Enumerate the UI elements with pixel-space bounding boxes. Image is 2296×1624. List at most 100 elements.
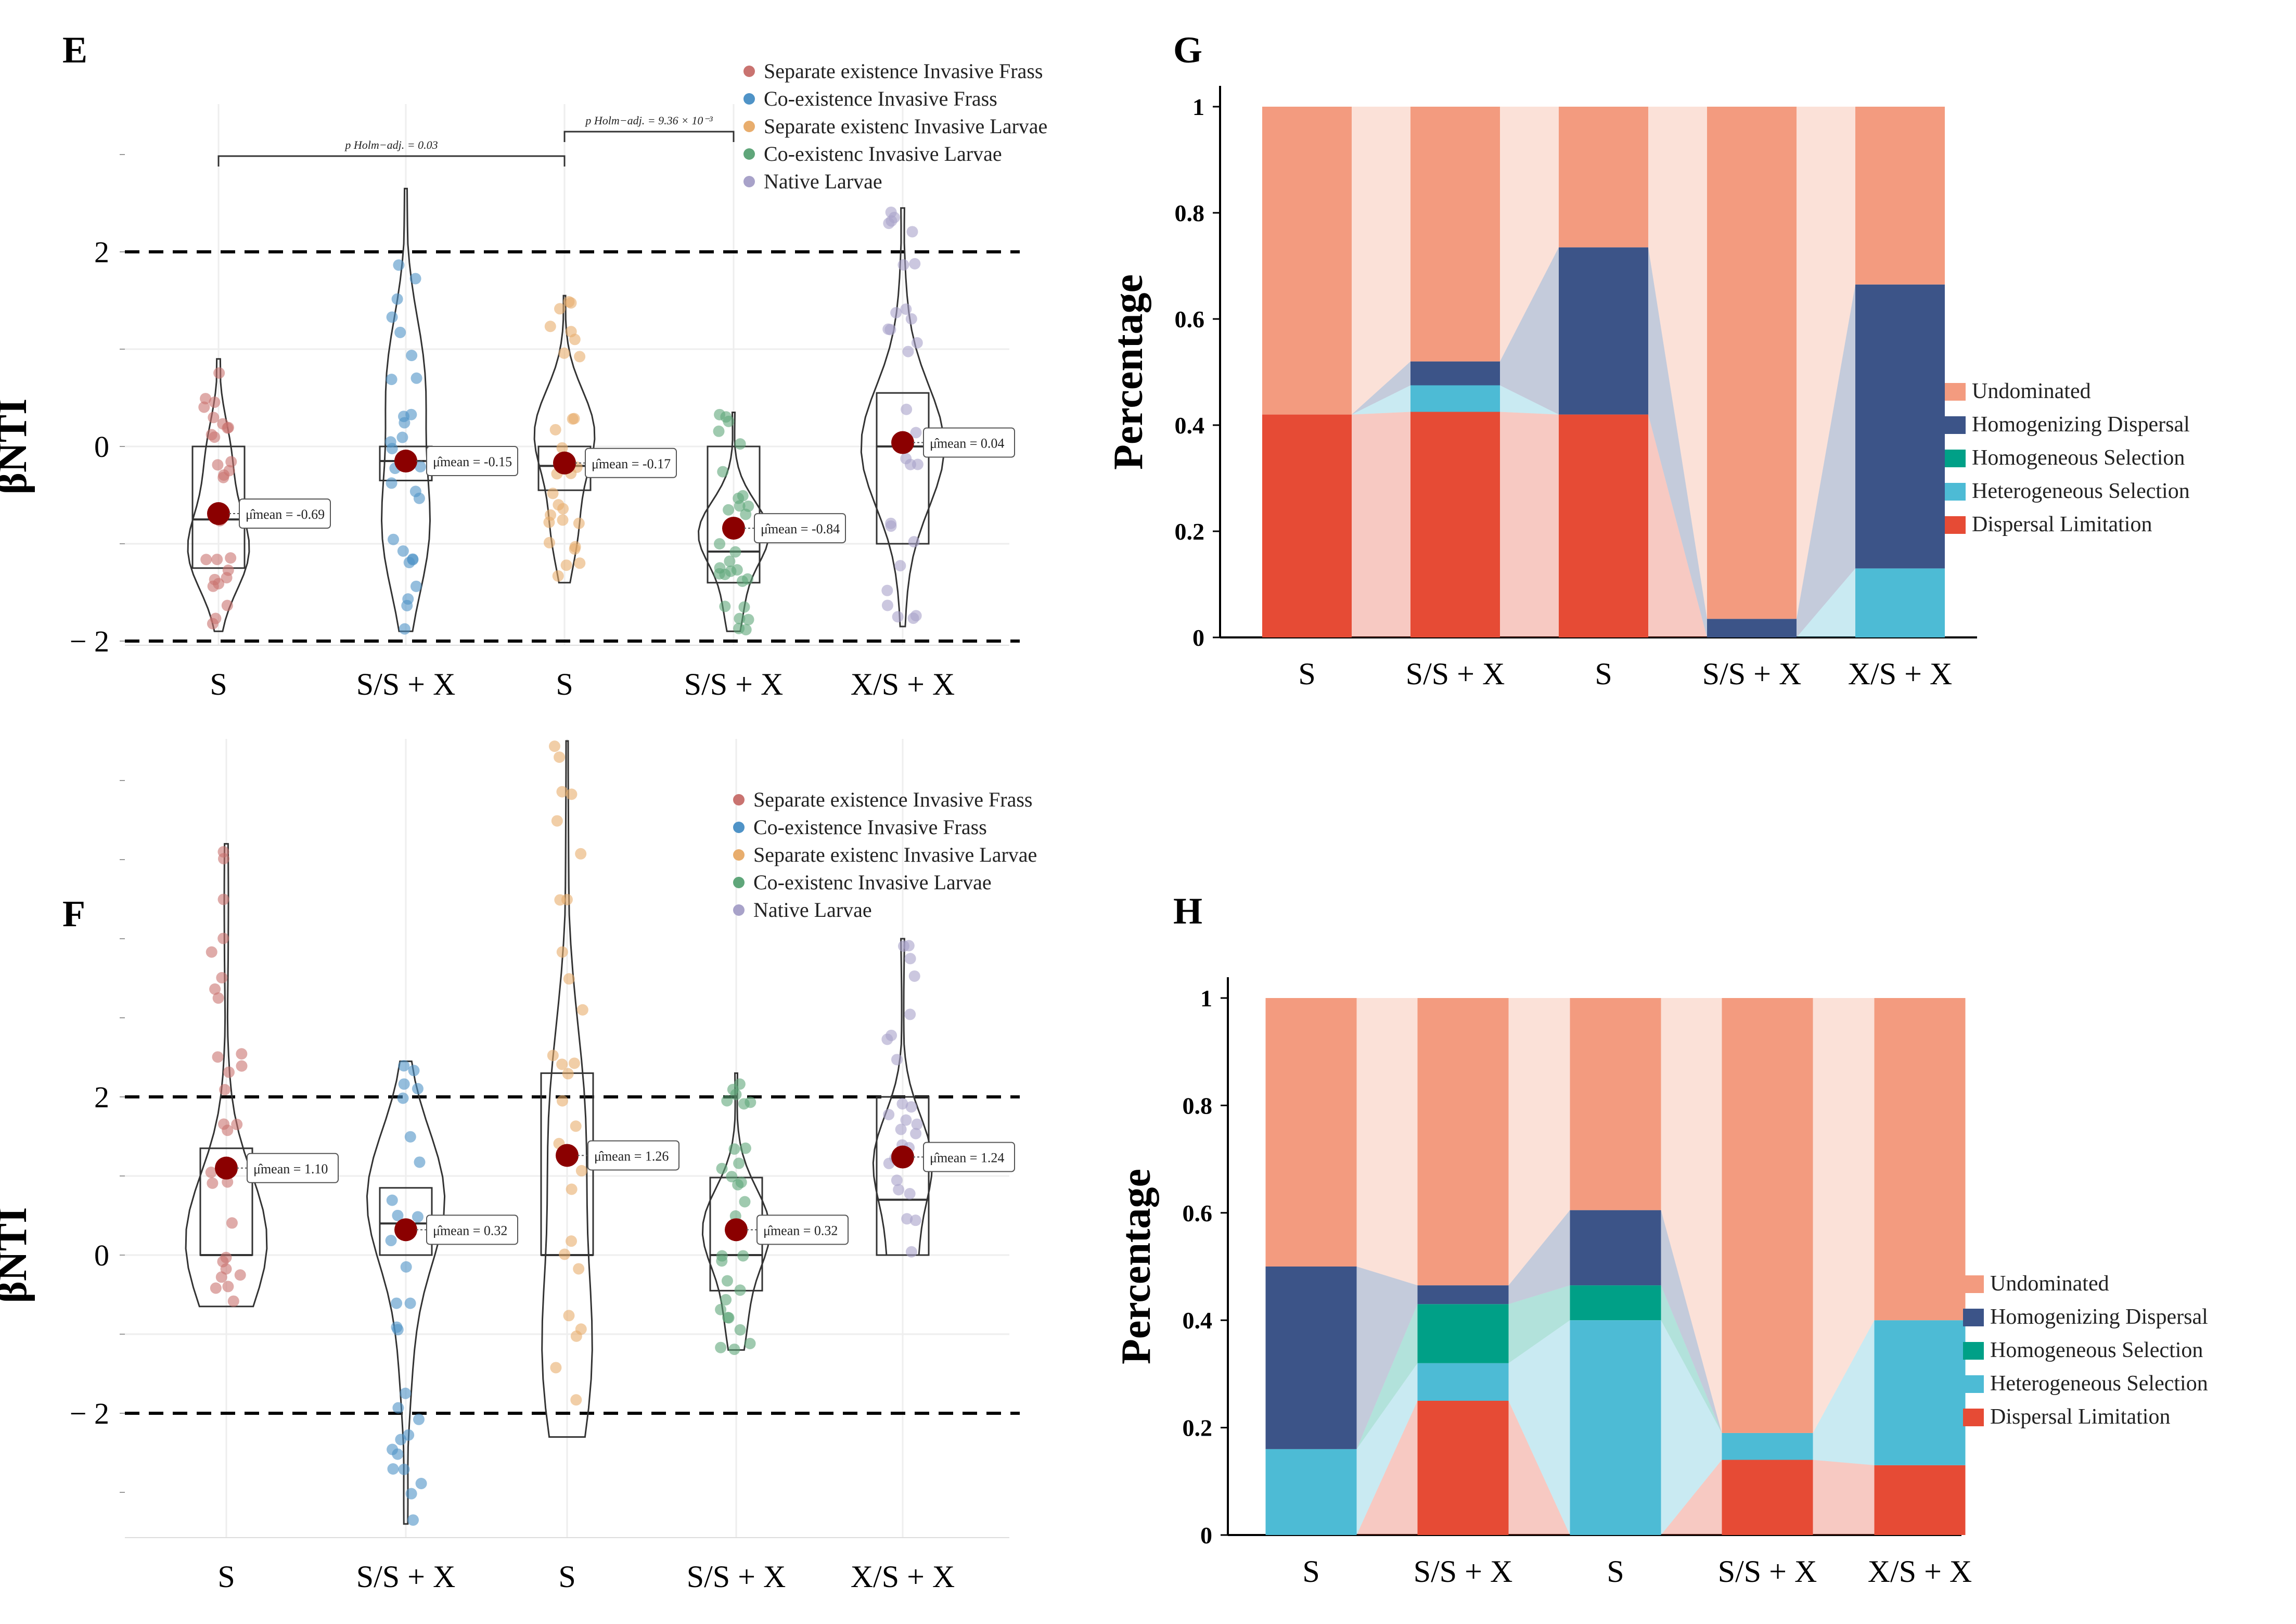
violin	[541, 740, 593, 1438]
bar-segment-homogenizing-dispersal	[1707, 619, 1797, 637]
data-point	[881, 584, 893, 596]
data-point	[386, 477, 397, 489]
data-point	[908, 536, 920, 548]
bar-segment-heterogeneous-selection	[1265, 1449, 1357, 1535]
legend-swatch	[1963, 1275, 1984, 1293]
data-point	[731, 564, 743, 576]
mean-label: μ̂mean = 1.24	[930, 1150, 1004, 1166]
y-tick-label: 1	[1192, 94, 1204, 120]
data-point	[387, 1443, 399, 1455]
mean-point	[725, 1218, 748, 1242]
x-tick-label: X/S + X	[851, 667, 955, 701]
y-tick-label: 0	[1192, 624, 1204, 651]
mean-label-box	[587, 1140, 679, 1171]
mean-label-box	[426, 446, 518, 477]
data-point	[397, 1092, 409, 1104]
x-tick-label: S/S + X	[1702, 657, 1802, 691]
data-point	[403, 1429, 415, 1441]
data-point	[402, 593, 414, 605]
flow-undominated	[1797, 107, 1855, 619]
data-point	[717, 466, 729, 478]
legend-swatch	[1945, 383, 1966, 401]
bar-segment-undominated	[1722, 998, 1813, 1433]
data-point	[548, 740, 560, 752]
x-tick-label: X/S + X	[1848, 657, 1953, 691]
data-point	[208, 412, 220, 424]
legend-marker	[743, 66, 755, 77]
flow-undominated	[1356, 998, 1418, 1286]
data-point	[391, 1297, 403, 1309]
y-tick-label: 0.8	[1175, 200, 1205, 226]
data-point	[881, 1033, 893, 1045]
legend-label: Separate existence Invasive Frass	[764, 59, 1043, 83]
data-point	[905, 313, 917, 325]
data-point	[209, 573, 221, 585]
y-tick-label: 0.2	[1175, 518, 1205, 545]
data-point	[716, 1162, 728, 1174]
data-point	[236, 1048, 248, 1060]
y-tick-label: 1	[1200, 985, 1212, 1012]
bar-segment-heterogeneous-selection	[1722, 1433, 1813, 1460]
data-point	[723, 1312, 735, 1324]
panel-letter-e: E	[62, 29, 87, 71]
x-tick-label: S	[1607, 1554, 1624, 1589]
data-point	[209, 983, 221, 995]
data-point	[212, 992, 224, 1004]
data-point	[882, 323, 894, 335]
mean-point	[891, 431, 914, 454]
data-point	[734, 1284, 746, 1296]
data-point	[217, 846, 229, 858]
data-point	[721, 1095, 733, 1107]
data-point	[207, 1177, 219, 1189]
data-point	[574, 351, 586, 363]
x-tick-label: S	[210, 667, 227, 701]
data-point	[902, 346, 914, 357]
data-point	[737, 1250, 749, 1262]
data-point	[213, 367, 225, 379]
data-point	[225, 552, 237, 564]
data-point	[563, 973, 575, 985]
x-tick-label: S	[1595, 657, 1612, 691]
data-point	[218, 1118, 230, 1130]
data-point	[217, 893, 229, 905]
data-point	[210, 612, 222, 624]
data-point	[556, 442, 568, 454]
mean-label: μ̂mean = -0.84	[761, 521, 840, 536]
mean-point	[722, 517, 745, 540]
bar-segment-homogenizing-dispersal	[1417, 1285, 1509, 1305]
data-point	[713, 425, 725, 437]
data-point	[543, 536, 555, 548]
bar-segment-undominated	[1707, 107, 1797, 619]
panel-h: H 0 0.2 0.4 0.6 0.8 1 Percentage S S/S + X S S/S +…	[1113, 890, 2208, 1589]
data-point	[216, 972, 228, 983]
data-point	[895, 1123, 907, 1135]
box	[876, 1096, 930, 1256]
data-point	[894, 560, 906, 572]
data-point	[909, 1214, 921, 1226]
legend-swatch	[1945, 450, 1966, 467]
data-point	[413, 1413, 425, 1425]
y-tick-label: 0.4	[1175, 412, 1205, 439]
y-tick-label: 0	[1200, 1522, 1212, 1549]
flow-dispersal-limitation	[1661, 1460, 1722, 1535]
y-tick-label: 0	[94, 1238, 109, 1272]
y-tick-label: − 2	[70, 624, 109, 658]
mean-point	[207, 502, 230, 526]
data-point	[911, 1118, 923, 1130]
significance-label: p Holm−adj. = 0.03	[344, 138, 438, 151]
data-point	[391, 1321, 403, 1333]
flow-dispersal-limitation	[1648, 414, 1707, 637]
data-point	[545, 509, 557, 521]
x-tick-label: S/S + X	[356, 667, 456, 701]
legend-label: Separate existenc Invasive Larvae	[764, 114, 1047, 138]
data-point	[893, 1184, 905, 1196]
data-point	[408, 1065, 420, 1077]
data-point	[566, 1183, 578, 1195]
data-point	[410, 580, 422, 592]
data-point	[883, 1108, 895, 1120]
data-point	[209, 397, 221, 408]
data-point	[903, 940, 915, 952]
flow-undominated	[1661, 998, 1722, 1433]
data-point	[217, 932, 229, 944]
